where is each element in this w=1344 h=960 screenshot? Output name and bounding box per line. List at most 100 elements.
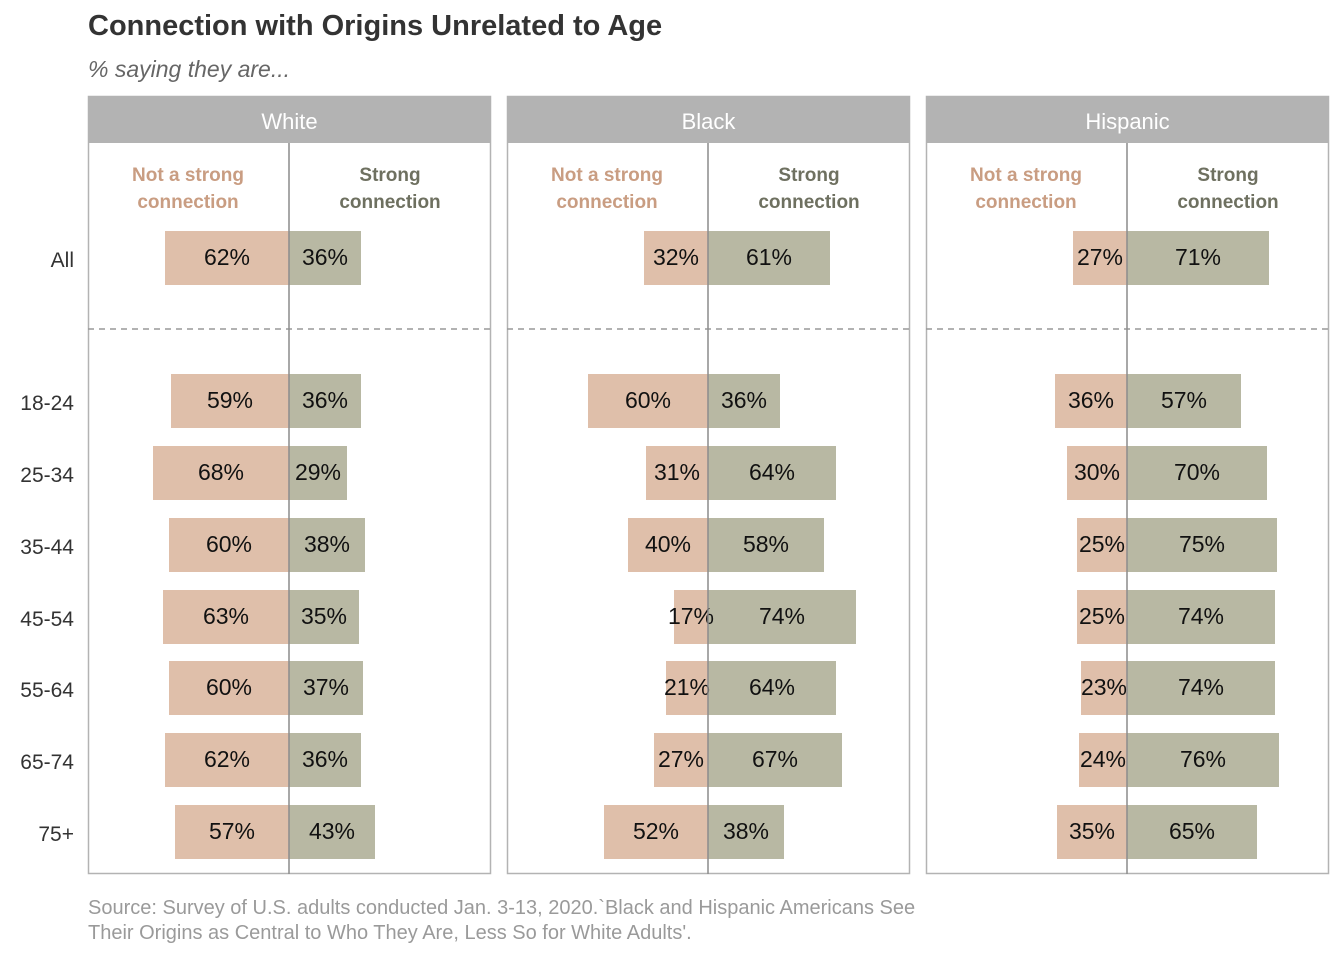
bar-strong-hispanic-45-54 [1127,590,1275,644]
bar-strong-white-35-44 [289,518,365,572]
panel-title-white: White [261,109,317,134]
bar-strong-hispanic-all [1127,231,1269,285]
column-label-not-strong-hispanic: Not a strong [970,165,1082,186]
column-label-strong-hispanic: Strong [1197,165,1258,186]
bar-strong-white-75 [289,805,375,859]
chart-title: Connection with Origins Unrelated to Age [88,10,663,42]
bar-not-strong-hispanic-25-34 [1067,446,1127,500]
value-label-strong-hispanic-55-64: 74% [1178,674,1224,700]
column-label-strong-black: connection [758,192,859,213]
source-line-1: Source: Survey of U.S. adults conducted … [88,897,916,919]
value-label-not-strong-black-25-34: 31% [654,459,700,485]
value-label-strong-black-55-64: 64% [749,674,795,700]
bar-not-strong-black-45-54 [674,590,708,644]
bar-strong-white-25-34 [289,446,347,500]
row-label-55-64: 55-64 [20,679,74,702]
value-label-strong-black-35-44: 58% [743,531,789,557]
value-label-strong-white-all: 36% [302,244,348,270]
bar-strong-white-18-24 [289,374,361,428]
column-label-strong-black: Strong [778,165,839,186]
bar-strong-hispanic-18-24 [1127,374,1241,428]
bar-strong-black-65-74 [708,733,842,787]
value-label-strong-white-65-74: 36% [302,746,348,772]
panel-title-hispanic: Hispanic [1085,109,1169,134]
value-label-strong-black-all: 61% [746,244,792,270]
value-label-strong-black-75: 38% [723,818,769,844]
value-label-strong-white-25-34: 29% [295,459,341,485]
value-label-not-strong-hispanic-25-34: 30% [1074,459,1120,485]
bar-not-strong-black-65-74 [654,733,708,787]
bar-not-strong-hispanic-75 [1057,805,1127,859]
bar-not-strong-black-35-44 [628,518,708,572]
value-label-strong-hispanic-all: 71% [1175,244,1221,270]
panel-title-black: Black [682,109,737,134]
bar-not-strong-black-18-24 [588,374,708,428]
bar-strong-black-35-44 [708,518,824,572]
bar-not-strong-hispanic-45-54 [1077,590,1127,644]
value-label-strong-white-45-54: 35% [301,603,347,629]
bar-not-strong-white-25-34 [153,446,289,500]
value-label-strong-black-45-54: 74% [759,603,805,629]
column-label-strong-white: connection [339,192,440,213]
bar-not-strong-black-55-64 [666,661,708,715]
value-label-not-strong-white-35-44: 60% [206,531,252,557]
bar-strong-hispanic-55-64 [1127,661,1275,715]
value-label-not-strong-black-65-74: 27% [658,746,704,772]
bar-not-strong-black-75 [604,805,708,859]
value-label-not-strong-hispanic-35-44: 25% [1079,531,1125,557]
value-label-not-strong-black-35-44: 40% [645,531,691,557]
value-label-strong-white-18-24: 36% [302,387,348,413]
bar-not-strong-hispanic-all [1073,231,1127,285]
bar-not-strong-hispanic-18-24 [1055,374,1127,428]
value-label-strong-black-18-24: 36% [721,387,767,413]
bar-strong-hispanic-75 [1127,805,1257,859]
value-label-strong-white-75: 43% [309,818,355,844]
bar-not-strong-white-35-44 [169,518,289,572]
column-label-not-strong-white: Not a strong [132,165,244,186]
value-label-not-strong-white-55-64: 60% [206,674,252,700]
bar-strong-black-55-64 [708,661,836,715]
bar-not-strong-black-25-34 [646,446,708,500]
value-label-strong-white-55-64: 37% [303,674,349,700]
bar-strong-black-18-24 [708,374,780,428]
bar-not-strong-white-all [165,231,289,285]
bar-not-strong-white-45-54 [163,590,289,644]
value-label-strong-black-25-34: 64% [749,459,795,485]
value-label-not-strong-black-55-64: 21% [664,674,710,700]
column-label-strong-hispanic: connection [1177,192,1278,213]
value-label-strong-hispanic-65-74: 76% [1180,746,1226,772]
value-label-not-strong-hispanic-18-24: 36% [1068,387,1114,413]
row-label-45-54: 45-54 [20,608,74,631]
bar-not-strong-white-18-24 [171,374,289,428]
value-label-not-strong-hispanic-all: 27% [1077,244,1123,270]
value-label-not-strong-black-45-54: 17% [668,603,714,629]
value-label-not-strong-white-25-34: 68% [198,459,244,485]
value-label-not-strong-white-18-24: 59% [207,387,253,413]
panel-header-black [507,96,910,143]
row-label-35-44: 35-44 [20,536,74,559]
bar-strong-hispanic-35-44 [1127,518,1277,572]
bar-strong-black-25-34 [708,446,836,500]
value-label-not-strong-white-45-54: 63% [203,603,249,629]
value-label-not-strong-hispanic-65-74: 24% [1080,746,1126,772]
panel-header-white [88,96,491,143]
value-label-not-strong-black-all: 32% [653,244,699,270]
panel-header-hispanic [926,96,1329,143]
bar-not-strong-hispanic-65-74 [1079,733,1127,787]
source-line-2: Their Origins as Central to Who They Are… [88,922,692,944]
row-label-18-24: 18-24 [20,392,74,415]
row-label-75: 75+ [38,823,74,846]
value-label-strong-black-65-74: 67% [752,746,798,772]
row-label-all: All [51,249,74,272]
bar-not-strong-hispanic-35-44 [1077,518,1127,572]
value-label-not-strong-hispanic-45-54: 25% [1079,603,1125,629]
bar-strong-hispanic-65-74 [1127,733,1279,787]
column-label-not-strong-black: connection [556,192,657,213]
bar-strong-black-75 [708,805,784,859]
value-label-strong-hispanic-45-54: 74% [1178,603,1224,629]
bar-strong-white-55-64 [289,661,363,715]
column-label-strong-white: Strong [359,165,420,186]
bar-not-strong-white-65-74 [165,733,289,787]
bar-strong-black-all [708,231,830,285]
